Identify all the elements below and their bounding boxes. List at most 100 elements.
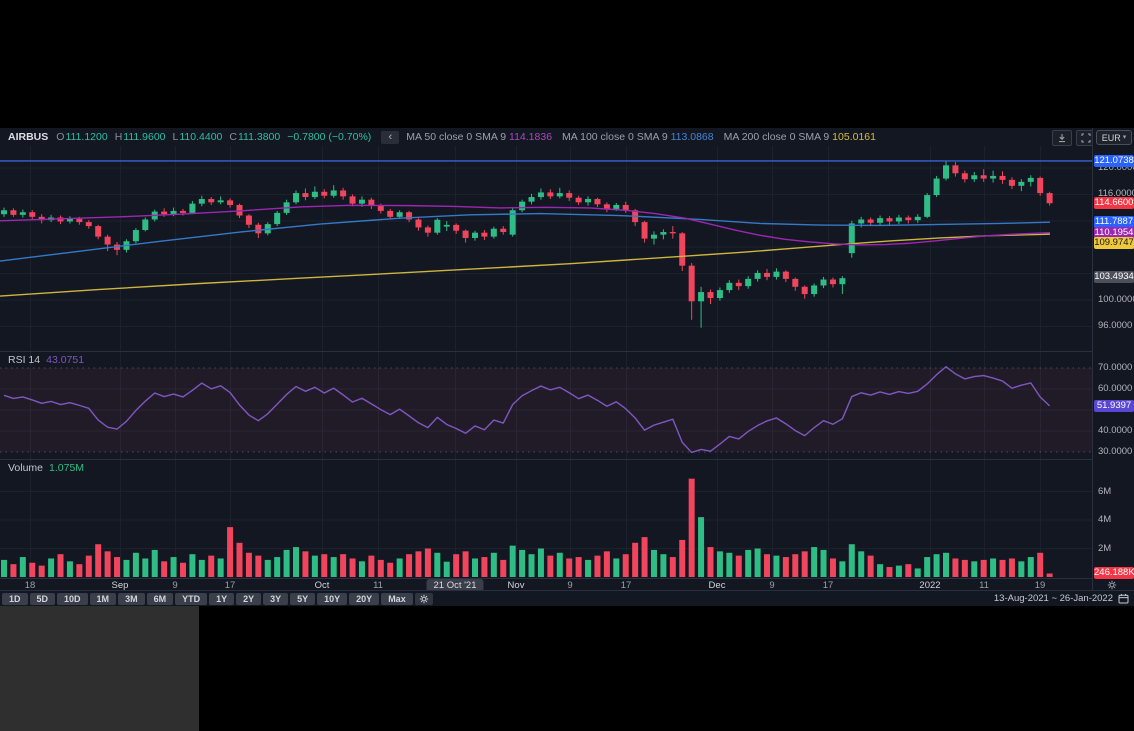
ohlc-low: L110.4400 [173,131,223,143]
rsi-axis-label: 30.0000 [1098,446,1133,457]
ohlc-close: C111.3800 [229,131,280,143]
legend-toolbar [1052,130,1096,146]
chart-canvas[interactable] [0,146,1092,578]
price-badge: 110.1954 [1094,226,1134,239]
range-button-3y[interactable]: 3Y [263,592,289,605]
range-buttons: 1D 5D 10D 1M 3M 6M YTD 1Y 2Y 3Y 5Y 10Y 20Y Max [0,592,413,605]
calendar-icon [1118,594,1129,604]
price-badge: 111.7887 [1094,216,1134,229]
range-button-1y[interactable]: 1Y [209,592,235,605]
rsi-title: RSI 14 [8,354,41,366]
chart-legend: AIRBUS O111.1200 H111.9600 L110.4400 C11… [0,128,1100,146]
time-tick: 11 [979,580,989,591]
price-badge: 103.4934 [1094,270,1134,283]
range-button-1d[interactable]: 1D [2,592,28,605]
volume-axis-label: 2M [1098,542,1112,554]
currency-label: EUR [1101,132,1121,143]
ma-legend: MA 200 close 0 SMA 9 105.0161 [724,131,876,143]
currency-selector[interactable]: EUR ▾ [1096,130,1132,145]
open-label: O [56,131,65,143]
bottom-left-panel [0,605,199,731]
range-button-10y[interactable]: 10Y [317,592,348,605]
time-tick: 17 [224,580,236,591]
ma-legend-label: MA 100 close 0 SMA 9 [562,131,671,143]
ma-legend-label: MA 200 close 0 SMA 9 [723,131,833,143]
pane-separator[interactable] [0,351,1134,352]
rsi-axis-label: 40.0000 [1098,425,1133,436]
rsi-value: 43.0751 [46,354,85,366]
price-badge: 121.0738 [1094,154,1134,167]
gear-icon [1107,580,1117,590]
change-value: −0.7800 (−0.70%) [287,131,372,143]
volume-badge: 246.188K [1094,567,1134,580]
chevron-left-icon: ‹ [388,130,393,143]
time-tick: 9 [567,580,573,591]
volume-axis-label: 4M [1098,514,1112,525]
date-range-selector[interactable]: 13-Aug-2021 ~ 26-Jan-2022 [994,591,1129,606]
ma-legend: MA 100 close 0 SMA 9 113.0868 [562,131,714,143]
volume-legend: Volume 1.075M [8,462,84,474]
date-range-text: 13-Aug-2021 ~ 26-Jan-2022 [993,593,1113,604]
ohlc-open: O111.1200 [56,131,107,143]
ma-legend-value: 113.0868 [670,131,714,143]
volume-title: Volume [8,462,44,474]
low-value: 110.4400 [179,131,223,143]
time-tick: 11 [373,580,383,591]
time-tick: 17 [620,580,632,591]
time-tick: 19 [1034,580,1046,591]
ma-legend-value: 114.1836 [509,131,553,143]
high-value: 111.9600 [123,131,166,143]
volume-value: 1.075M [49,462,85,474]
time-axis[interactable]: 18 Sep 9 17 Oct 11 21 Oct '21 Nov 9 17 Dec 9 17 2022 1… [0,578,1092,592]
price-badge: 109.9747 [1094,237,1134,250]
download-icon [1059,134,1065,143]
price-axis-label: 100.0000 [1098,294,1134,305]
bottom-toolbar: 1D 5D 10D 1M 3M 6M YTD 1Y 2Y 3Y 5Y 10Y 20Y Max 13-Aug… [0,590,1134,606]
open-value: 111.1200 [65,131,108,143]
time-tick: Dec [708,580,726,591]
trading-chart-widget: AIRBUS O111.1200 H111.9600 L110.4400 C11… [0,128,1134,606]
high-label: H [114,131,123,143]
price-axis[interactable]: EUR▾ 120.0000116.0000108.0000100.000096.… [1092,128,1134,590]
price-axis-label: 116.0000 [1098,188,1134,200]
range-button-6m[interactable]: 6M [146,592,174,605]
range-button-10d[interactable]: 10D [57,592,88,605]
range-button-5y[interactable]: 5Y [290,592,316,605]
range-button-max[interactable]: Max [381,592,413,605]
ma-legend-label: MA 50 close 0 SMA 9 [406,131,510,143]
time-tick: 9 [172,580,178,591]
rsi-legend: RSI 14 43.0751 [8,354,84,366]
ohlc-high: H111.9600 [115,131,166,143]
ma-legend: MA 50 close 0 SMA 9 114.1836 [406,131,552,143]
time-tick: 17 [822,580,834,591]
price-axis-label: 96.0000 [1098,320,1133,332]
range-button-ytd[interactable]: YTD [175,592,208,605]
gear-icon [419,594,428,603]
pane-separator[interactable] [0,459,1134,460]
indicator-legends: MA 50 close 0 SMA 9 114.1836 MA 100 close… [406,131,886,143]
close-value: 111.3800 [237,131,281,143]
close-label: C [229,131,237,143]
time-tick: 9 [769,580,775,591]
volume-axis-label: 6M [1098,485,1112,497]
range-button-3m[interactable]: 3M [118,592,145,605]
range-button-20y[interactable]: 20Y [349,592,380,605]
rsi-badge: 51.9397 [1094,399,1134,412]
caret-down-icon: ▾ [1122,134,1127,141]
fullscreen-icon [1081,133,1091,143]
time-tick: Oct [314,580,330,591]
low-label: L [172,131,179,143]
range-button-2y[interactable]: 2Y [236,592,262,605]
rsi-axis-label: 70.0000 [1098,362,1133,373]
time-tick: 18 [24,580,36,591]
time-tick: Sep [111,580,129,591]
axis-settings-button[interactable] [1105,579,1119,591]
collapse-legend-button[interactable]: ‹ [381,130,400,144]
range-button-5d[interactable]: 5D [29,592,56,605]
time-tick: 2022 [919,580,941,591]
download-button[interactable] [1052,130,1072,146]
price-badge: 114.6600 [1094,197,1134,210]
range-button-1m[interactable]: 1M [89,592,117,605]
rsi-axis-label: 60.0000 [1098,383,1133,394]
toolbar-settings-button[interactable] [414,592,433,605]
